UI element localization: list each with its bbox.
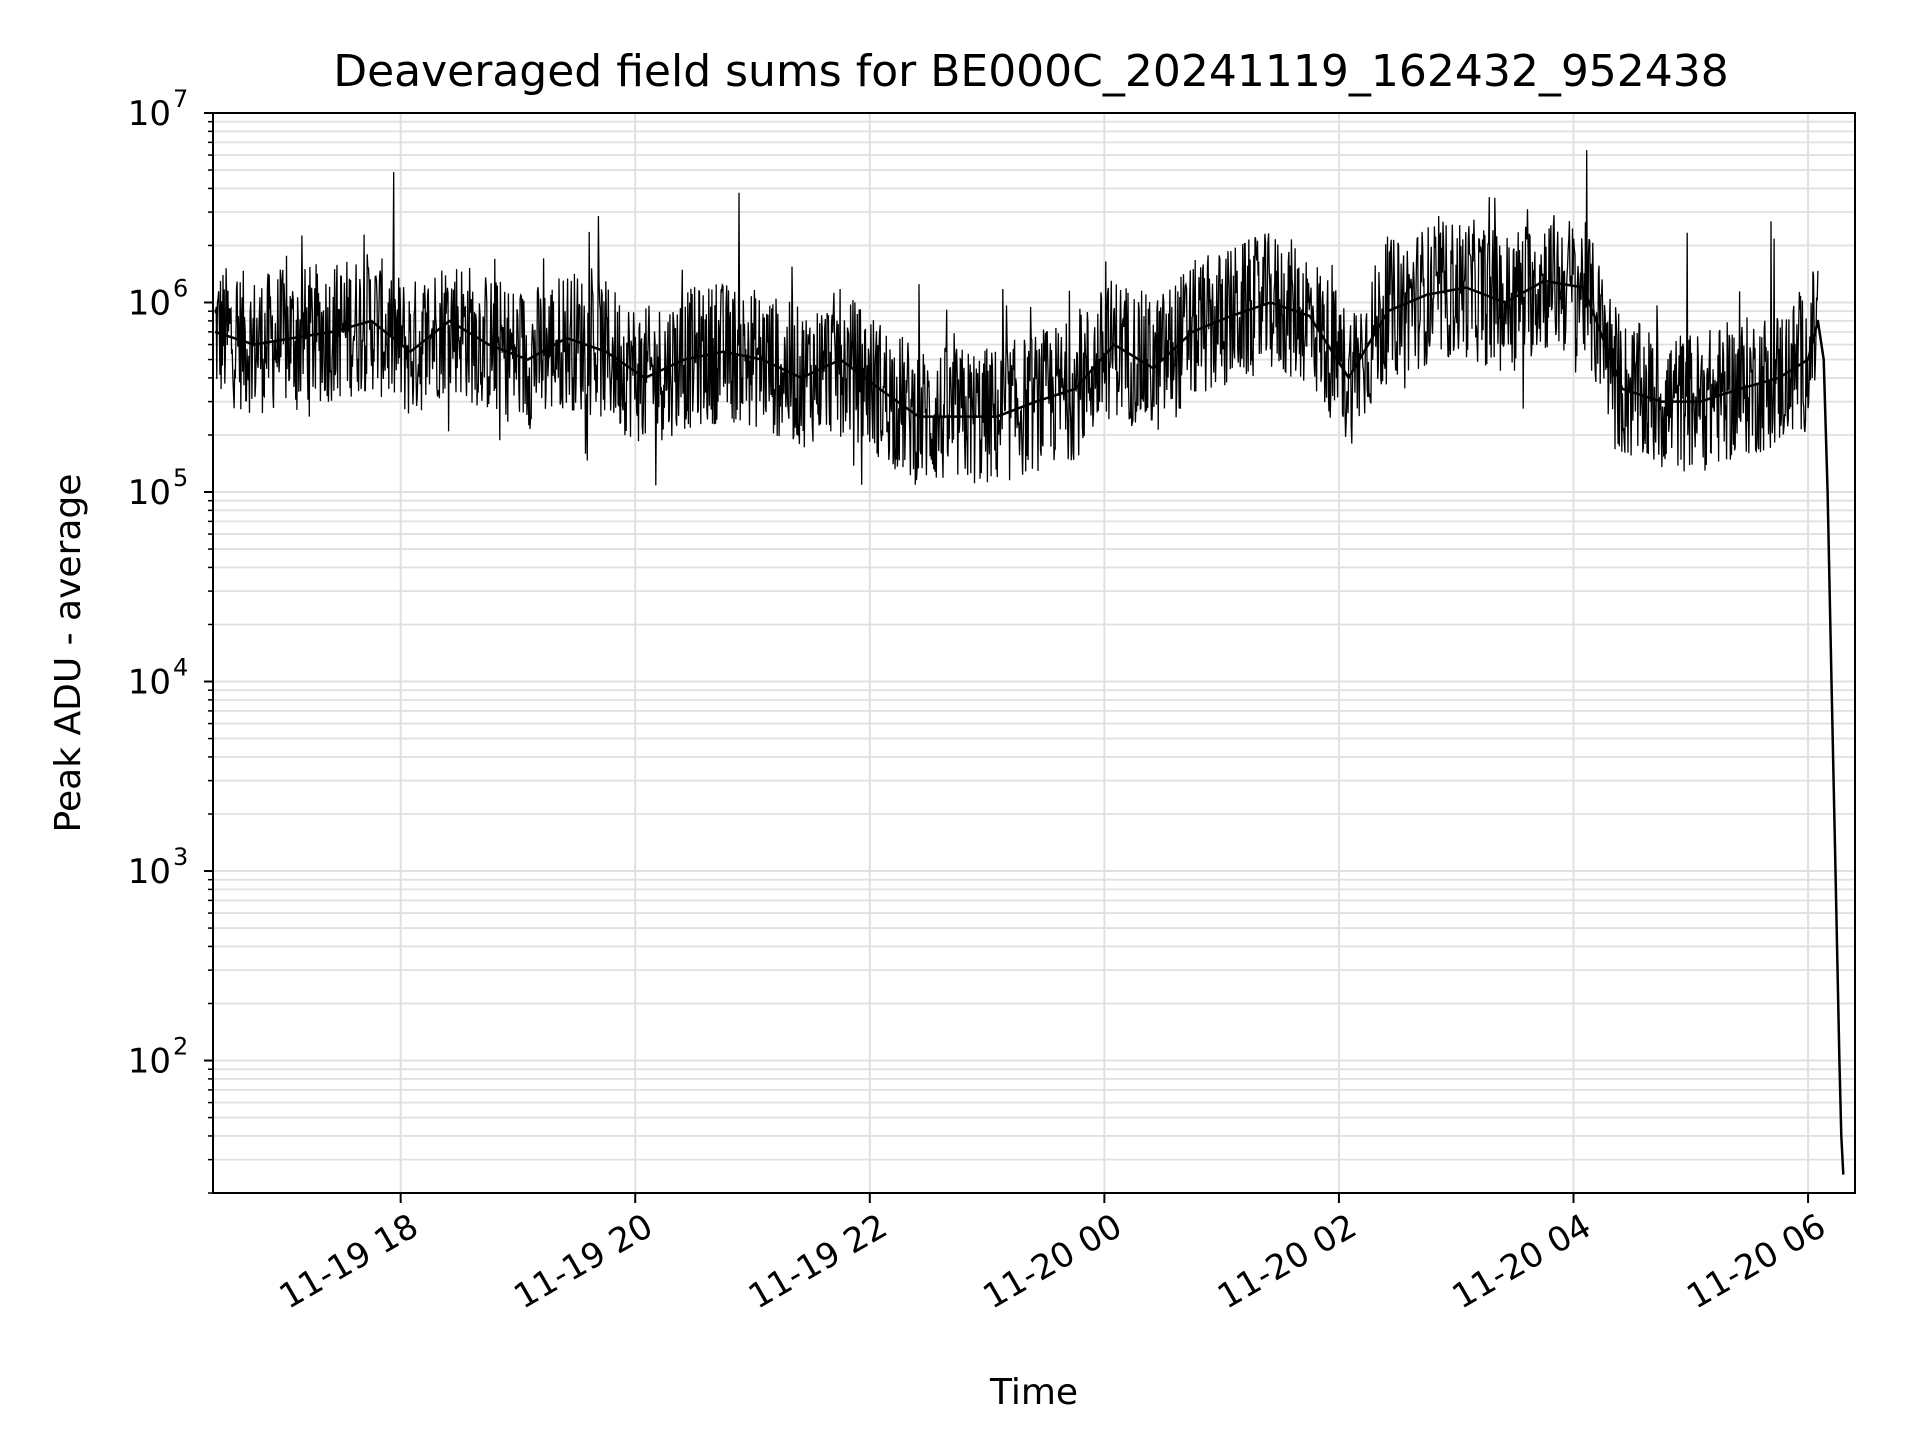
chart-title: Deaveraged field sums for BE000C_2024111…	[333, 46, 1729, 97]
y-tick-label: 10 3	[128, 843, 189, 892]
y-tick-label: 10 2	[128, 1033, 189, 1082]
y-tick-exp: 4	[173, 654, 188, 682]
y-tick-label: 10 7	[128, 85, 189, 134]
y-tick-exp: 2	[173, 1033, 188, 1061]
y-tick-base: 10	[128, 284, 171, 324]
series-trace	[214, 150, 1819, 486]
y-tick-label: 10 4	[128, 654, 189, 703]
y-tick-base: 10	[128, 663, 171, 703]
y-tick-exp: 7	[173, 85, 188, 113]
y-tick-base: 10	[128, 852, 171, 892]
y-tick-exp: 5	[173, 464, 188, 492]
x-axis-label: Time	[989, 1372, 1078, 1413]
plot-frame	[212, 112, 1856, 1194]
y-tick-label: 10 6	[128, 275, 189, 324]
series-layer	[214, 150, 1845, 1175]
y-tick-base: 10	[128, 473, 171, 513]
y-tick-base: 10	[128, 1042, 171, 1082]
y-tick-exp: 6	[173, 275, 188, 303]
y-tick-exp: 3	[173, 843, 188, 871]
grid	[213, 112, 1855, 1194]
y-tick-label: 10 5	[128, 464, 189, 513]
y-tick-base: 10	[128, 94, 171, 134]
y-axis-label: Peak ADU - average	[48, 474, 89, 833]
